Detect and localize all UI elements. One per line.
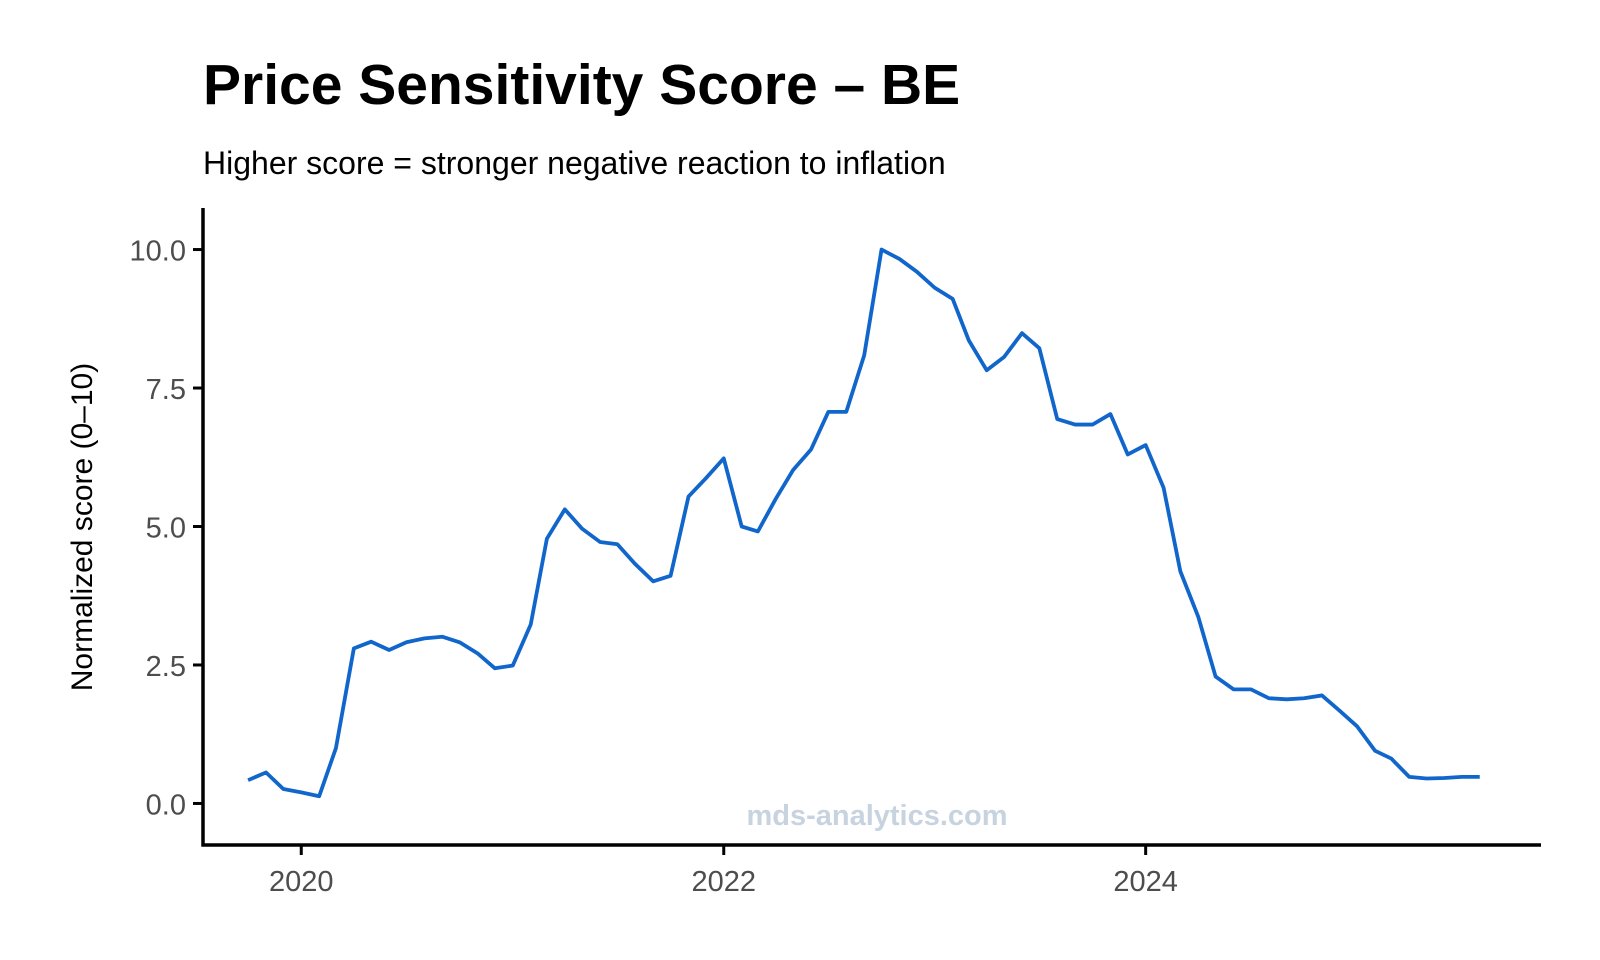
y-tick-label: 2.5 — [146, 651, 186, 683]
chart-title: Price Sensitivity Score – BE — [203, 53, 961, 117]
y-tick-label: 0.0 — [146, 789, 186, 821]
x-tick-label: 2020 — [269, 866, 334, 898]
y-tick-label: 10.0 — [130, 236, 186, 268]
series-line — [247, 247, 1480, 799]
x-tick-label: 2024 — [1113, 866, 1178, 898]
x-tick-label: 2022 — [691, 866, 756, 898]
y-axis-label: Normalized score (0–10) — [66, 363, 99, 691]
watermark: mds-analytics.com — [746, 800, 1007, 832]
chart-subtitle: Higher score = stronger negative reactio… — [203, 145, 946, 181]
y-tick-label: 5.0 — [146, 513, 186, 545]
y-tick-label: 7.5 — [146, 374, 186, 406]
